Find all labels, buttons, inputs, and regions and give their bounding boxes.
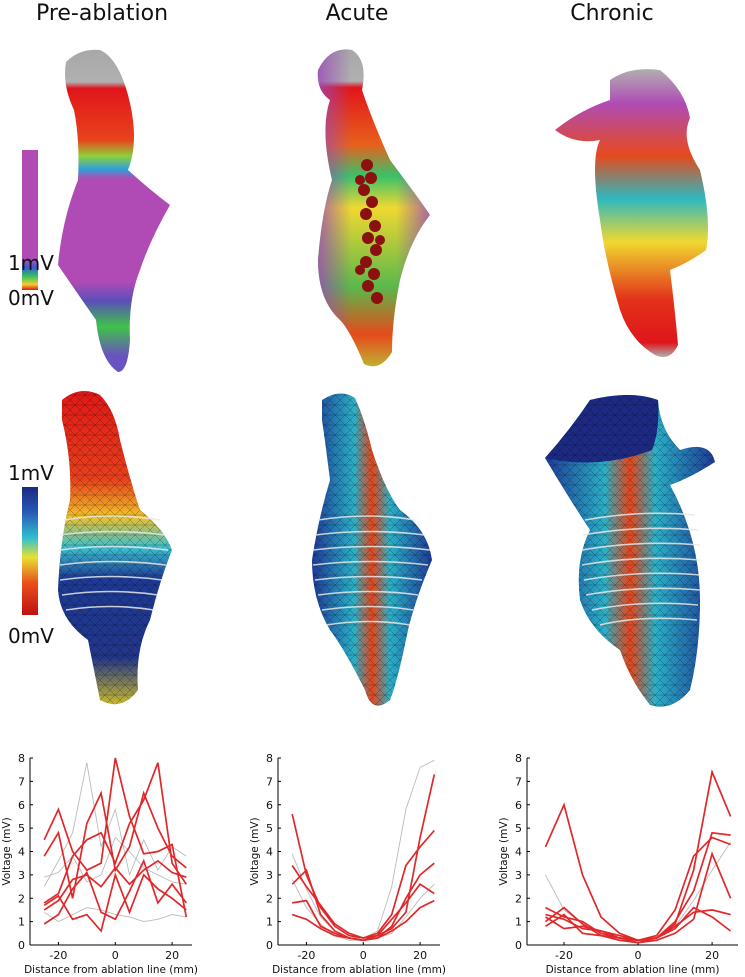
series-line (545, 841, 731, 941)
y-tick-label: 3 (266, 869, 273, 882)
x-tick-label: 0 (112, 949, 119, 962)
x-tick-label: -20 (297, 949, 315, 962)
profile-lines (59, 512, 701, 626)
y-tick-label: 7 (515, 775, 522, 788)
ablation-points (355, 159, 385, 304)
y-tick-label: 8 (266, 752, 273, 765)
x-axis-label: Distance from ablation line (mm) (24, 964, 198, 976)
x-tick-label: -20 (555, 949, 573, 962)
y-tick-label: 6 (18, 799, 25, 812)
x-tick-label: -20 (49, 949, 67, 962)
colorbar-label: 1mV (8, 251, 54, 275)
y-tick-label: 1 (515, 916, 522, 929)
colorbar (22, 487, 38, 615)
series-line (44, 836, 187, 885)
y-tick-label: 7 (266, 775, 273, 788)
series-line (43, 762, 187, 887)
y-axis-label: Voltage (mV) (249, 817, 261, 885)
series-line (43, 907, 187, 923)
voltage-map-shade (317, 49, 430, 367)
colorbar (22, 150, 38, 290)
y-tick-label: 7 (18, 775, 25, 788)
line-chart: 0 1 2 3 4 5 6 7 8 -20 0 20 Distance from ablation li… (498, 752, 738, 976)
y-tick-label: 2 (266, 892, 273, 905)
y-tick-label: 3 (18, 869, 25, 882)
mesh-overlay (545, 395, 715, 707)
series-line (291, 865, 435, 939)
series-line (291, 879, 435, 941)
y-tick-label: 0 (266, 939, 273, 952)
colorbar-label: 0mV (8, 286, 54, 310)
series-line (545, 851, 732, 944)
x-tick-label: 20 (705, 949, 719, 962)
line-chart: 0 1 2 3 4 5 6 7 8 -20 0 20 Distance from ablation li… (249, 752, 446, 976)
mesh-overlay (312, 393, 432, 706)
column-title: Chronic (570, 1, 653, 26)
y-tick-label: 4 (266, 846, 273, 859)
y-tick-label: 8 (18, 752, 25, 765)
y-tick-label: 8 (515, 752, 522, 765)
column-title: Pre-ablation (36, 1, 168, 26)
voltage-map (555, 69, 708, 358)
series-line (291, 759, 435, 939)
y-tick-label: 0 (515, 939, 522, 952)
y-tick-label: 4 (515, 846, 522, 859)
y-axis-label: Voltage (mV) (1, 817, 13, 885)
y-tick-label: 0 (18, 939, 25, 952)
x-axis-label: Distance from ablation line (mm) (546, 964, 720, 976)
y-tick-label: 6 (515, 799, 522, 812)
series-line (291, 899, 435, 942)
x-tick-label: 20 (165, 949, 179, 962)
colorbar-label: 1mV (8, 461, 54, 485)
y-tick-label: 2 (515, 892, 522, 905)
y-axis-label: Voltage (mV) (498, 817, 510, 885)
series-line (43, 790, 187, 899)
line-chart: 0 1 2 3 4 5 6 7 8 -20 0 20 Distance from ablation li… (1, 752, 198, 976)
series-line (43, 858, 187, 925)
y-tick-label: 5 (266, 822, 273, 835)
y-tick-label: 2 (18, 892, 25, 905)
mesh-overlay (58, 391, 172, 705)
series-line (43, 872, 187, 933)
y-tick-label: 3 (515, 869, 522, 882)
y-tick-label: 5 (18, 822, 25, 835)
x-tick-label: 20 (413, 949, 427, 962)
y-tick-label: 6 (266, 799, 273, 812)
y-tick-label: 1 (18, 916, 25, 929)
y-tick-label: 5 (515, 822, 522, 835)
x-axis-label: Distance from ablation line (mm) (272, 964, 446, 976)
x-tick-label: 0 (360, 949, 367, 962)
series-line (43, 762, 188, 904)
column-title: Acute (326, 1, 389, 26)
y-tick-label: 4 (18, 846, 25, 859)
y-tick-label: 1 (266, 916, 273, 929)
series-line (545, 906, 732, 942)
colorbar-label: 0mV (8, 624, 54, 648)
series-line (43, 757, 188, 918)
x-tick-label: 0 (635, 949, 642, 962)
voltage-map (58, 49, 170, 372)
